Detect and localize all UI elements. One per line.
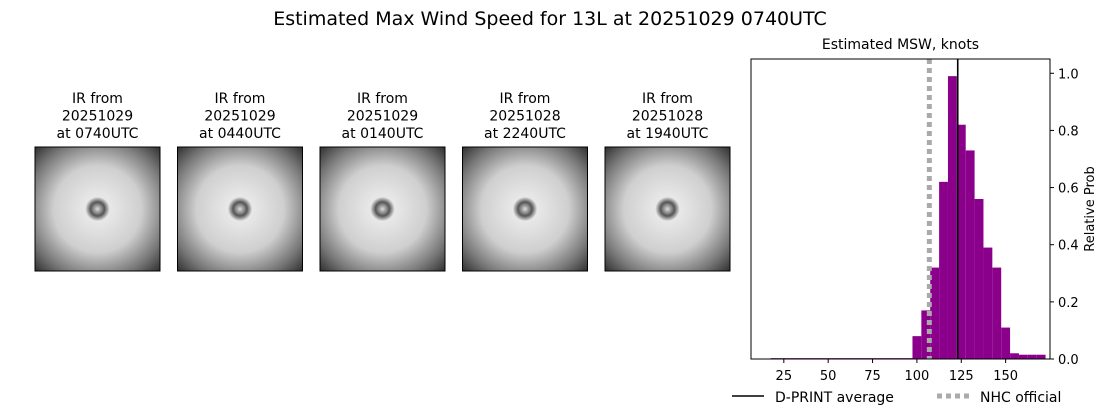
panel-caption: IR from bbox=[357, 91, 408, 107]
bar bbox=[947, 76, 957, 360]
panel-caption: 20251028 bbox=[632, 109, 703, 125]
bar bbox=[1001, 327, 1011, 359]
panel-caption: 20251028 bbox=[489, 109, 560, 125]
plot-frame bbox=[750, 58, 1051, 360]
x-tick-label: 150 bbox=[993, 369, 1018, 384]
y-tick-label: 0.6 bbox=[1058, 182, 1079, 197]
satellite-image bbox=[177, 146, 303, 272]
bar bbox=[965, 150, 975, 359]
legend-label: D-PRINT average bbox=[775, 390, 894, 406]
panel-caption: at 1940UTC bbox=[627, 126, 709, 142]
figure-title: Estimated Max Wind Speed for 13L at 2025… bbox=[273, 8, 827, 30]
satellite-image bbox=[604, 146, 731, 272]
y-tick-label: 1.0 bbox=[1058, 67, 1079, 82]
bar bbox=[1027, 354, 1037, 359]
bar bbox=[1018, 354, 1028, 359]
y-tick-label: 0.8 bbox=[1058, 124, 1079, 139]
bar bbox=[930, 267, 940, 359]
panel-caption: IR from bbox=[72, 91, 123, 107]
panel-caption: 20251029 bbox=[62, 109, 133, 125]
y-tick-label: 0.4 bbox=[1058, 239, 1079, 254]
panel-caption: IR from bbox=[500, 91, 551, 107]
legend-label: NHC official bbox=[980, 390, 1061, 406]
satellite-image bbox=[34, 146, 161, 272]
panel-caption: at 0140UTC bbox=[342, 126, 424, 142]
bar bbox=[921, 310, 931, 359]
x-tick-label: 75 bbox=[864, 369, 881, 384]
chart-title: Estimated MSW, knots bbox=[822, 37, 979, 53]
x-tick-label: 25 bbox=[776, 369, 793, 384]
histogram-chart: Estimated MSW, knots 25 50 75 100 125 150 0.0 0.… bbox=[732, 37, 1098, 406]
y-tick-label: 0.0 bbox=[1058, 353, 1079, 368]
panel-caption: at 2240UTC bbox=[484, 126, 566, 142]
bar bbox=[992, 267, 1002, 359]
x-tick-label: 100 bbox=[904, 369, 929, 384]
panel-caption: 20251029 bbox=[204, 109, 275, 125]
panel-caption: IR from bbox=[215, 91, 266, 107]
bar bbox=[939, 181, 948, 359]
satellite-image bbox=[319, 146, 446, 272]
y-tick-label: 0.2 bbox=[1058, 296, 1079, 311]
panel-caption: 20251029 bbox=[347, 109, 418, 125]
x-tick-label: 125 bbox=[949, 369, 974, 384]
panel-caption: IR from bbox=[642, 91, 693, 107]
bar bbox=[912, 336, 922, 359]
bar bbox=[956, 124, 966, 359]
satellite-image bbox=[462, 146, 588, 272]
panel-caption: at 0740UTC bbox=[57, 126, 139, 142]
bar bbox=[1036, 354, 1046, 359]
y-axis-label: Relative Prob bbox=[1083, 166, 1098, 251]
panel-caption: at 0440UTC bbox=[199, 126, 281, 142]
x-tick-label: 50 bbox=[820, 369, 837, 384]
bar bbox=[983, 247, 993, 359]
bar bbox=[1010, 353, 1019, 359]
bar bbox=[974, 199, 984, 359]
